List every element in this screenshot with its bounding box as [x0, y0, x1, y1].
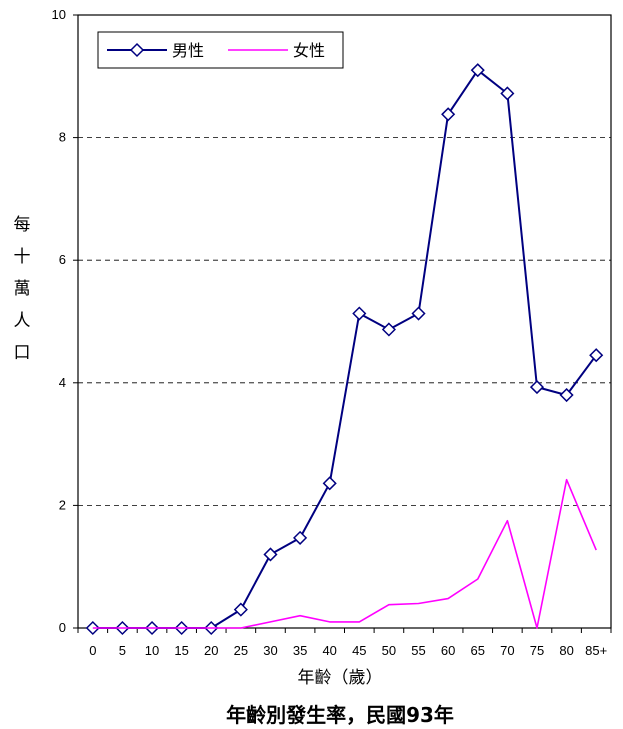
x-axis-label: 年齡（歲） [298, 668, 383, 688]
y-label-char: 人 [14, 311, 31, 331]
series-layer [85, 63, 604, 636]
series-line [92, 478, 597, 629]
legend-label-male: 男性 [172, 41, 204, 60]
data-point [559, 387, 574, 403]
data-point [233, 602, 248, 617]
data-point [263, 547, 278, 562]
x-tick-label: 60 [441, 643, 455, 658]
y-label-char: 每 [14, 215, 31, 235]
x-tick-label: 30 [263, 643, 277, 658]
data-point [381, 322, 396, 337]
x-tick-label: 70 [500, 643, 514, 658]
x-tick-label: 35 [293, 643, 307, 658]
x-tick-label: 25 [234, 643, 248, 658]
legend-label-female: 女性 [293, 41, 325, 60]
x-tick-label: 20 [204, 643, 218, 658]
x-tick-label: 75 [530, 643, 544, 658]
y-label-char: 十 [14, 247, 31, 267]
x-tick-label: 15 [174, 643, 188, 658]
y-tick-label: 4 [59, 375, 66, 390]
x-tick-label: 85+ [585, 643, 607, 658]
data-point [500, 86, 515, 101]
gridlines [78, 137, 611, 506]
data-point [352, 306, 367, 321]
data-point [529, 380, 545, 395]
y-tick-label: 8 [59, 130, 66, 145]
x-tick-label: 0 [89, 643, 96, 658]
y-tick-label: 10 [52, 7, 66, 22]
y-tick-label: 0 [59, 620, 66, 635]
x-tick-label: 5 [119, 643, 126, 658]
x-tick-label: 55 [411, 643, 425, 658]
y-tick-label: 6 [59, 252, 66, 267]
x-tick-label: 80 [559, 643, 573, 658]
data-point [441, 107, 456, 122]
y-label-char: 口 [14, 343, 31, 363]
data-point [293, 530, 308, 545]
x-tick-label: 40 [322, 643, 336, 658]
legend-marker-male [129, 42, 145, 58]
x-tick-label: 50 [382, 643, 396, 658]
x-axis-ticks: 0 5 10 15 20 25 30 35 40 45 50 55 60 65 70 75 80 85+ [77, 628, 612, 658]
data-point [470, 63, 485, 78]
series-1 [92, 478, 597, 629]
legend: 男性 女性 [97, 31, 344, 69]
y-label-char: 萬 [14, 279, 31, 299]
data-point [322, 476, 337, 491]
y-tick-label: 2 [59, 497, 66, 512]
chart-title: 年齡別發生率，民國93年 [226, 703, 454, 727]
x-tick-label: 45 [352, 643, 366, 658]
x-tick-label: 65 [471, 643, 485, 658]
x-tick-label: 10 [145, 643, 159, 658]
y-axis-ticks: 0 2 4 6 8 10 [52, 7, 78, 635]
data-point [411, 306, 426, 321]
data-point [589, 348, 604, 363]
plot-area [77, 14, 612, 629]
